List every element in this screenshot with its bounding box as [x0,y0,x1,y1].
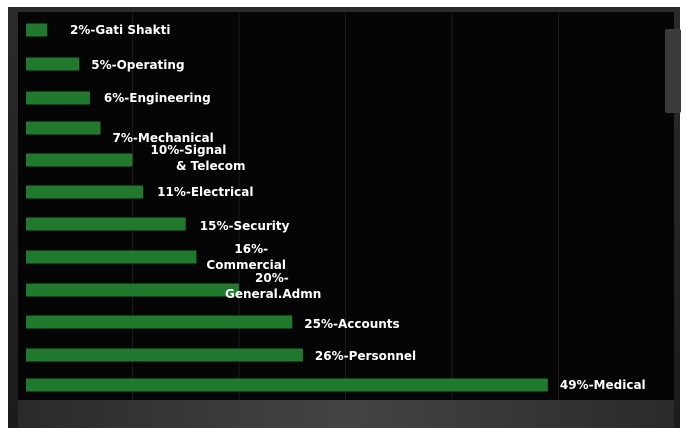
bar [26,91,90,105]
bar [26,315,293,329]
bar [26,57,80,71]
data-label: 7%-Mechanical [113,131,214,145]
bar [26,23,48,37]
data-label: 25%-Accounts [304,317,399,331]
data-label: 10%-Signal [151,143,227,157]
data-label: Commercial [206,258,286,272]
data-label: 49%-Medical [560,378,646,392]
bar [26,217,186,231]
bar [26,348,303,362]
bar [26,378,548,392]
bar [26,121,101,135]
data-label: General.Admn [225,287,321,301]
bottom-band [18,400,674,428]
chart-frame: 2%-Gati Shakti 5%-Operating 6%-Engineering… [8,7,681,428]
data-label: & Telecom [176,159,246,173]
data-label: 16%- [234,242,268,256]
data-label: 26%-Personnel [315,349,416,363]
bar [26,283,239,297]
bar [26,250,197,264]
bar-chart: 2%-Gati Shakti 5%-Operating 6%-Engineering… [26,12,646,400]
data-label: 20%- [255,271,289,285]
data-label: 11%-Electrical [157,185,253,199]
data-label: 6%-Engineering [104,91,211,105]
data-label: 15%-Security [200,219,290,233]
plot-area: 2%-Gati Shakti 5%-Operating 6%-Engineering… [18,12,674,400]
data-label: 5%-Operating [91,58,184,72]
data-label: 2%-Gati Shakti [70,23,170,37]
scrollbar-thumb[interactable] [665,29,681,113]
bar [26,153,133,167]
bar [26,185,144,199]
